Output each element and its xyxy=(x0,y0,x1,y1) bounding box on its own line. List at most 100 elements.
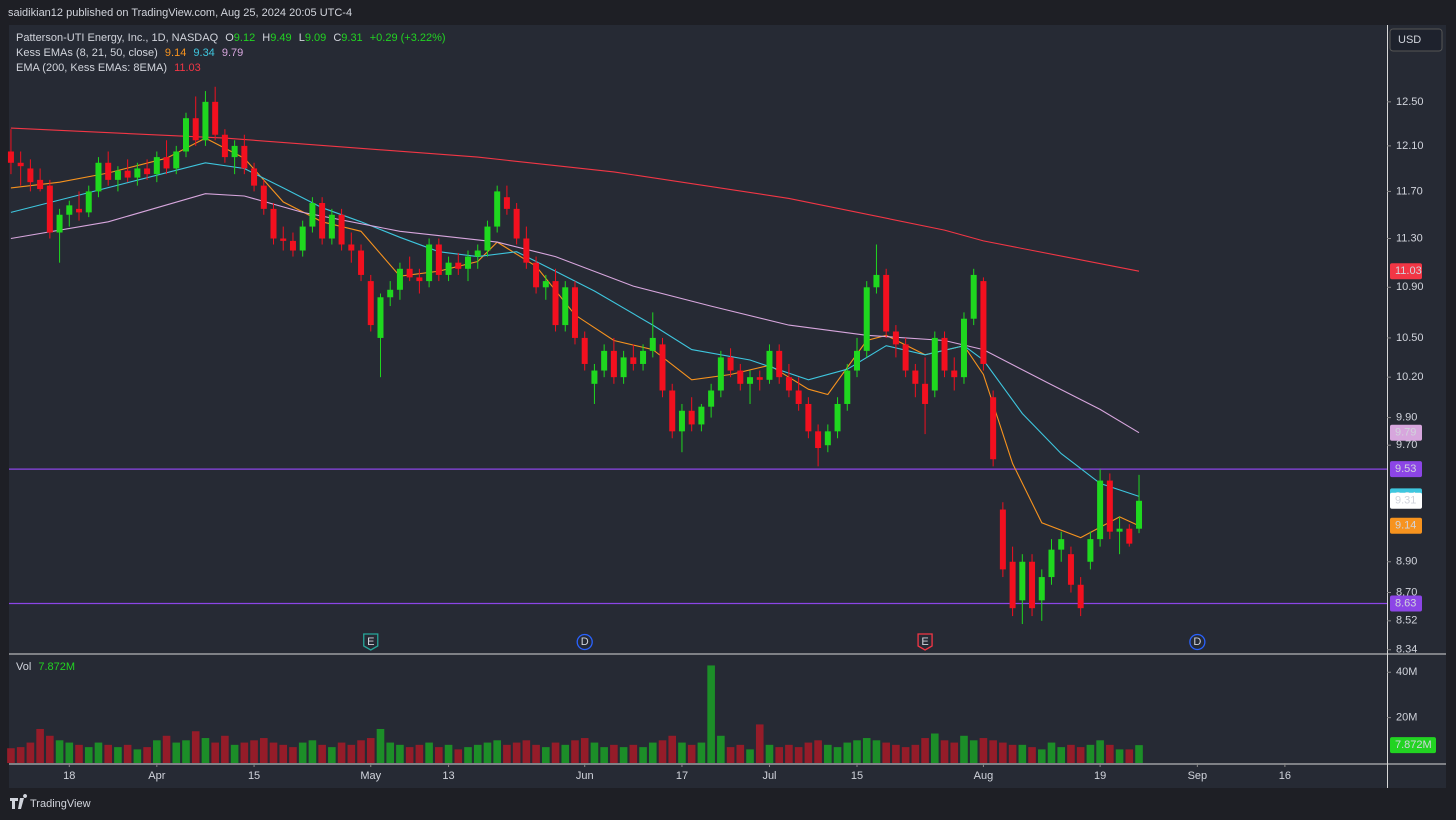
ema-line xyxy=(10,127,1140,272)
candle-body xyxy=(902,344,909,371)
candle-body xyxy=(834,403,841,432)
candle-body xyxy=(601,350,608,371)
volume-marker: 7.872M xyxy=(1395,739,1432,751)
volume-bar xyxy=(366,738,375,763)
candle-body xyxy=(591,370,598,384)
currency-box[interactable] xyxy=(1389,28,1443,52)
line-marker-box xyxy=(1390,461,1422,478)
candle-body xyxy=(455,262,462,269)
candle-body xyxy=(416,277,423,282)
legend-kess: Kess EMAs (8, 21, 50, close) 9.14 9.34 9… xyxy=(16,47,243,59)
x-tick-label: 15 xyxy=(851,770,863,782)
candle-body xyxy=(805,403,812,432)
volume-bar xyxy=(182,740,190,763)
vol-tick-label: 20M xyxy=(1396,712,1417,724)
volume-bar xyxy=(1115,749,1124,763)
volume-bar xyxy=(464,747,472,763)
candle-body xyxy=(221,134,228,158)
ema-marker: 11.03 xyxy=(1395,265,1422,277)
candle-body xyxy=(163,157,170,169)
volume-bar xyxy=(930,733,939,763)
volume-bar xyxy=(84,747,93,763)
candle-body xyxy=(406,268,413,278)
candle-body xyxy=(766,350,773,380)
volume-bar xyxy=(55,740,64,763)
volume-bar xyxy=(921,738,929,763)
change: +0.29 (+3.22%) xyxy=(370,32,446,44)
volume-bar xyxy=(600,747,608,763)
ohlc-value: 9.49 xyxy=(270,32,291,44)
currency[interactable]: USD xyxy=(1398,34,1421,46)
x-tick-label: May xyxy=(360,770,381,782)
volume-bar xyxy=(133,749,142,763)
volume-bar xyxy=(7,748,15,763)
event-badge xyxy=(1189,633,1206,651)
ohlc-letter: L xyxy=(299,32,305,44)
volume-bar xyxy=(308,740,317,763)
candle-body xyxy=(114,170,121,180)
publish-note: saidikian12 published on TradingView.com… xyxy=(8,7,352,19)
vol-name: Vol xyxy=(16,661,31,673)
candle-body xyxy=(144,168,151,175)
candle-body xyxy=(309,203,316,227)
volume-bar xyxy=(551,742,560,763)
volume-bar xyxy=(1037,749,1046,763)
volume-bar xyxy=(736,744,745,763)
candle-body xyxy=(542,281,549,288)
candle-body xyxy=(17,162,24,167)
candle-body xyxy=(134,168,141,178)
candle-body xyxy=(299,226,306,251)
candle-body xyxy=(503,197,510,209)
candle-body xyxy=(1116,528,1123,532)
volume-bar xyxy=(960,735,968,763)
ema-marker-box xyxy=(1390,517,1422,534)
candle-body xyxy=(1038,577,1045,601)
volume-bar xyxy=(571,740,579,763)
x-tick-label: 17 xyxy=(676,770,688,782)
candle-body xyxy=(241,145,248,169)
candle-body xyxy=(552,281,559,326)
candle-body xyxy=(533,262,540,288)
candle-body xyxy=(153,157,160,175)
volume-bar xyxy=(503,744,511,763)
y-tick-label: 8.34 xyxy=(1396,644,1417,656)
y-tick-label: 10.90 xyxy=(1396,281,1424,293)
candle-body xyxy=(95,162,102,192)
volume-bar xyxy=(561,744,570,763)
candle-body xyxy=(873,274,880,288)
volume-bar xyxy=(376,728,385,763)
volume-bar xyxy=(328,747,336,763)
volume-bar xyxy=(221,735,229,763)
candle-body xyxy=(571,287,578,338)
symbol: Patterson-UTI Energy, Inc., 1D, NASDAQ xyxy=(16,32,219,44)
volume-bar xyxy=(269,742,278,763)
candle-body xyxy=(435,244,442,275)
volume-bar xyxy=(862,738,871,763)
volume-bar xyxy=(75,744,83,763)
candle-body xyxy=(319,203,326,239)
candle-body xyxy=(173,151,180,169)
candle-body xyxy=(824,431,831,446)
volume-bar xyxy=(1067,744,1075,763)
volume-bar xyxy=(46,735,54,763)
indicator-value: 9.14 xyxy=(165,47,186,59)
ohlc-letter: C xyxy=(333,32,341,44)
event-label: E xyxy=(367,636,374,648)
volume-bar xyxy=(814,740,822,763)
volume-bar xyxy=(493,740,501,763)
x-tick-label: 15 xyxy=(248,770,260,782)
indicator-value: 11.03 xyxy=(174,62,201,74)
volume-bar xyxy=(542,747,550,763)
candle-body xyxy=(387,289,394,298)
candle-body xyxy=(1106,480,1113,532)
volume-bar xyxy=(940,740,949,763)
volume-bar xyxy=(230,744,239,763)
volume-bar xyxy=(483,742,492,763)
candle-body xyxy=(892,331,899,345)
volume-bar xyxy=(289,747,297,763)
candle-body xyxy=(1077,584,1084,609)
ohlc-value: 9.09 xyxy=(305,32,326,44)
candle-body xyxy=(1087,539,1094,562)
volume-bar xyxy=(843,742,852,763)
candle-body xyxy=(1019,561,1026,601)
